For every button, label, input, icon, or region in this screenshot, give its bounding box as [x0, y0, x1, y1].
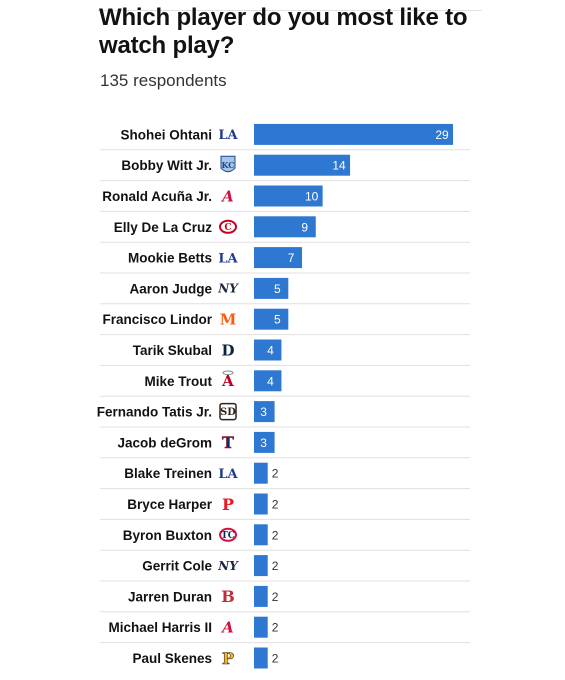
bar: [254, 216, 316, 238]
svg-text:B: B: [221, 587, 235, 606]
player-name: Shohei Ohtani: [120, 127, 212, 142]
data-label: 2: [272, 590, 279, 604]
bar: [254, 616, 268, 638]
bar: [254, 308, 289, 330]
player-name: Bryce Harper: [127, 497, 213, 512]
bar: [254, 185, 323, 207]
player-name: Mike Trout: [144, 374, 212, 389]
chart-title: Which player do you most like to watch p…: [99, 4, 468, 59]
data-label: 9: [301, 220, 308, 234]
data-label: 3: [260, 405, 267, 419]
braves-logo-icon: A: [220, 187, 234, 205]
player-name: Gerrit Cole: [142, 559, 212, 574]
player-name: Fernando Tatis Jr.: [97, 405, 212, 420]
bar: [254, 247, 303, 269]
data-label: 4: [267, 344, 274, 358]
bar: [254, 524, 268, 546]
svg-text:NY: NY: [217, 282, 239, 296]
bar: [254, 401, 275, 423]
player-name: Jacob deGrom: [117, 435, 212, 450]
red-sox-logo-icon: B: [221, 587, 235, 606]
dodgers-logo-icon: LA: [218, 251, 238, 266]
reds-logo-icon: C: [219, 219, 237, 234]
player-name: Blake Treinen: [124, 466, 212, 481]
data-label: 14: [332, 159, 346, 173]
data-label: 29: [435, 128, 449, 142]
data-label: 5: [274, 282, 281, 296]
svg-text:A: A: [220, 619, 234, 637]
svg-text:T: T: [222, 433, 234, 452]
pirates-logo-icon: P: [222, 648, 235, 668]
yankees-logo-icon: NY: [217, 559, 239, 573]
chart-subtitle: 135 respondents: [100, 71, 227, 90]
bar: [254, 462, 268, 484]
svg-text:C: C: [224, 223, 231, 233]
player-name: Francisco Lindor: [102, 312, 212, 327]
data-label: 10: [305, 190, 319, 204]
data-label: 2: [272, 528, 279, 542]
data-label: 5: [274, 313, 281, 327]
svg-text:A: A: [221, 372, 234, 390]
top-rule: [98, 10, 482, 11]
player-name: Paul Skenes: [132, 651, 212, 666]
twins-logo-icon: TC: [219, 527, 237, 542]
player-name: Mookie Betts: [128, 251, 212, 266]
bar: [254, 431, 275, 453]
bar: [254, 339, 282, 361]
dodgers-logo-icon: LA: [218, 467, 238, 482]
bar: [254, 493, 268, 515]
braves-logo-icon: A: [220, 619, 234, 637]
bar: [254, 154, 351, 176]
mets-logo-icon: M: [220, 311, 237, 329]
player-name: Michael Harris II: [108, 620, 212, 635]
player-name: Byron Buxton: [123, 528, 212, 543]
data-label: 3: [260, 436, 267, 450]
svg-text:NY: NY: [217, 559, 239, 573]
svg-text:LA: LA: [218, 251, 238, 266]
svg-text:D: D: [221, 341, 234, 359]
royals-logo-icon: KC: [220, 155, 236, 173]
svg-text:SD: SD: [220, 407, 236, 418]
bar: [254, 123, 453, 145]
player-name: Elly De La Cruz: [114, 220, 213, 235]
player-name: Jarren Duran: [128, 589, 212, 604]
rangers-logo-icon: T: [222, 433, 235, 453]
player-name: Ronald Acuña Jr.: [102, 189, 212, 204]
data-label: 2: [272, 467, 279, 481]
player-name: Tarik Skubal: [133, 343, 212, 358]
bar: [254, 277, 289, 299]
tigers-logo-icon: D: [221, 341, 234, 359]
svg-text:P: P: [222, 649, 234, 668]
svg-text:P: P: [222, 495, 234, 514]
svg-text:M: M: [220, 311, 237, 329]
svg-text:LA: LA: [218, 128, 238, 143]
svg-text:LA: LA: [218, 467, 238, 482]
yankees-logo-icon: NY: [217, 282, 239, 296]
bar: [254, 585, 268, 607]
data-label: 2: [272, 498, 279, 512]
player-name: Aaron Judge: [129, 281, 212, 296]
player-name: Bobby Witt Jr.: [121, 158, 212, 173]
data-label: 7: [288, 251, 295, 265]
data-label: 2: [272, 652, 279, 666]
svg-text:TC: TC: [221, 531, 235, 541]
bar: [254, 555, 268, 577]
svg-text:KC: KC: [221, 160, 234, 170]
data-label: 2: [272, 559, 279, 573]
data-label: 2: [272, 621, 279, 635]
phillies-logo-icon: P: [222, 495, 234, 514]
data-label: 4: [267, 374, 274, 388]
dodgers-logo-icon: LA: [218, 128, 238, 143]
bar: [254, 370, 282, 392]
angels-logo-icon: A: [221, 370, 234, 390]
bar: [254, 647, 268, 669]
svg-text:A: A: [220, 187, 234, 205]
padres-logo-icon: SD: [219, 402, 237, 421]
